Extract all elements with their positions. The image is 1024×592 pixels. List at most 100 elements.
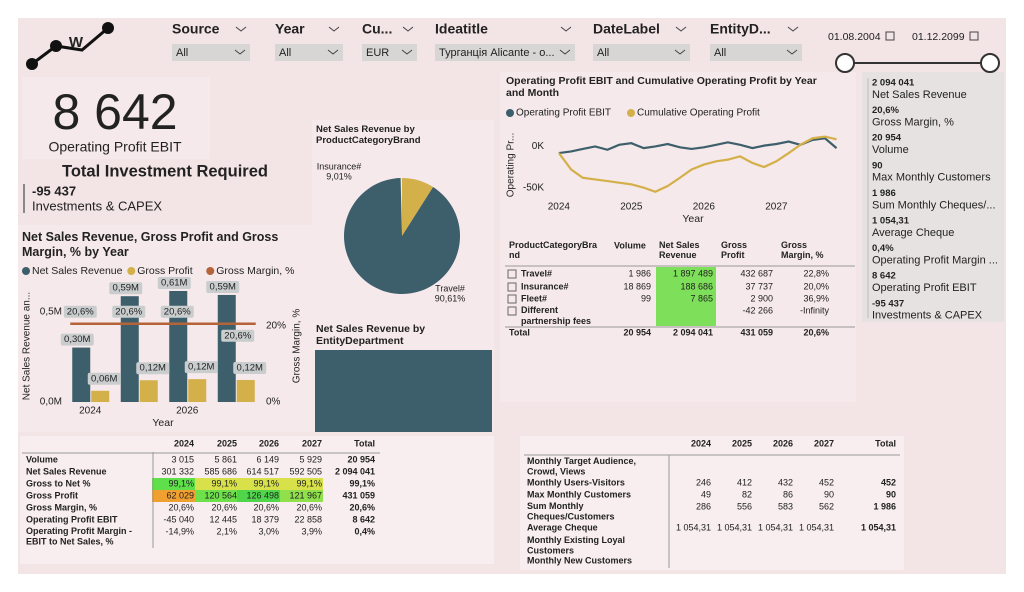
filter-dropdown[interactable] <box>593 44 690 61</box>
bar <box>72 347 91 402</box>
table-cell: 2,1% <box>216 526 237 536</box>
kpi-value: 20 954 <box>872 133 902 144</box>
filter-dropdown[interactable] <box>275 44 343 61</box>
chevron-icon <box>675 26 687 32</box>
x-tick-label: 2026 <box>176 406 199 417</box>
filter-value: All <box>714 47 726 59</box>
table-row-label: Operating Profit EBIT <box>26 514 118 524</box>
text-line: Revenue <box>659 250 697 260</box>
logo-dot <box>50 40 62 52</box>
highlight <box>656 267 716 326</box>
kpi-label: Volume <box>872 144 909 156</box>
table-row-label: Monthly Existing Loyal Customers <box>527 535 628 556</box>
table-cell: 246 <box>696 477 711 487</box>
y2-tick-label: 0% <box>266 397 281 408</box>
data-label: 20,6% <box>224 330 251 341</box>
table-cell: 20 954 <box>623 327 651 337</box>
text-line: Net Sales Revenue by <box>316 323 428 335</box>
data-label-bg <box>136 362 170 375</box>
table-cell: 431 059 <box>342 490 375 500</box>
data-label: 0,12M <box>188 362 214 373</box>
text-line: Net Sales Revenue by <box>316 124 417 135</box>
chevron-icon <box>786 49 798 55</box>
text-line: Net Sales <box>659 240 702 250</box>
data-label: 20,6% <box>67 306 94 317</box>
table-cell: 2 094 041 <box>335 466 375 476</box>
filter-label: Year <box>275 21 305 37</box>
table-cell: 20,6% <box>349 502 375 512</box>
table-cell: 18 379 <box>251 514 279 524</box>
chevron-icon <box>234 49 246 55</box>
kpi-list-panel <box>862 72 1004 322</box>
x-tick-label: 2027 <box>765 202 788 213</box>
filter-value: All <box>176 47 188 59</box>
kpi-label: Net Sales Revenue <box>872 89 967 101</box>
date-slider-handle[interactable] <box>835 53 855 73</box>
table-cell: 301 332 <box>161 466 194 476</box>
legend-marker <box>206 267 215 275</box>
table-header: Total <box>875 438 896 448</box>
pie-slice <box>343 178 460 294</box>
table-cell: 86 <box>783 489 793 499</box>
text-line: Customers <box>527 546 574 556</box>
y-tick-label: 0,0M <box>40 397 62 408</box>
filter-dropdown[interactable] <box>172 44 250 61</box>
filter-label: Source <box>172 21 220 37</box>
data-label-bg <box>60 333 94 346</box>
table-cell: 1 897 489 <box>673 268 713 278</box>
filter-value: Турганція Alicante - о... <box>439 47 555 59</box>
table-cell: 8 642 <box>352 514 375 524</box>
expand-icon <box>507 294 517 304</box>
pie-value-label: 90,61% <box>435 293 466 303</box>
x-tick-label: 2024 <box>548 202 571 213</box>
date-slider-handle[interactable] <box>980 53 1000 73</box>
table-header: 2025 <box>732 438 752 448</box>
legend-label: Net Sales Revenue <box>32 265 123 277</box>
filter-dropdown[interactable] <box>435 44 575 61</box>
table-row-label: Gross Margin, % <box>26 502 97 512</box>
filter-label: DateLabel <box>593 21 660 37</box>
kpi-value: 1 986 <box>872 188 896 199</box>
table-cell: 20,6% <box>803 327 829 337</box>
data-label: 0,30M <box>64 334 90 345</box>
logo-text: W <box>69 34 84 51</box>
text-line: Margin, % <box>781 250 824 260</box>
logo: W <box>26 22 114 70</box>
text-line: Sum Monthly <box>527 501 586 511</box>
text-line: Different <box>521 305 561 315</box>
chevron-icon <box>402 26 414 32</box>
expand-icon <box>507 269 517 279</box>
table-cell: 12 445 <box>209 514 237 524</box>
y-tick-label: 0K <box>532 141 545 152</box>
chevron-icon <box>559 49 571 55</box>
table-cell: 2 900 <box>750 293 773 303</box>
table-cell: 99,1% <box>211 478 237 488</box>
chevron-icon <box>327 49 339 55</box>
table-header: 2024 <box>174 438 194 448</box>
data-label: 0,12M <box>237 362 263 373</box>
y2-tick-label: 20% <box>266 321 286 332</box>
kpi-value: 0,4% <box>872 243 894 254</box>
table-cell: 22 858 <box>294 514 322 524</box>
kpi-label: Gross Margin, % <box>872 117 954 129</box>
table-cell: 583 <box>778 501 793 511</box>
table-cell: -45 040 <box>163 514 194 524</box>
table-cell: 614 517 <box>246 466 279 476</box>
table-cell: 20,6% <box>168 502 194 512</box>
table-cell: 585 686 <box>204 466 237 476</box>
table-header: 2027 <box>814 438 834 448</box>
calendar-icon <box>885 31 895 41</box>
table-row-label: Travel# <box>521 268 552 278</box>
table-cell: 99 <box>641 293 651 303</box>
table-header: Gross Margin, % <box>781 240 824 260</box>
filter-label: EntityD... <box>710 21 771 37</box>
filter-dropdown[interactable] <box>710 44 802 61</box>
table-cell: 36,9% <box>803 293 829 303</box>
pie-label: Travel# <box>435 283 465 293</box>
table-row-label: Total <box>509 327 530 337</box>
table-row-label: Insurance# <box>521 281 569 291</box>
legend-label: Cumulative Operating Profit <box>637 108 760 119</box>
table-row-label: Volume <box>26 454 58 464</box>
filter-dropdown[interactable] <box>362 44 417 61</box>
